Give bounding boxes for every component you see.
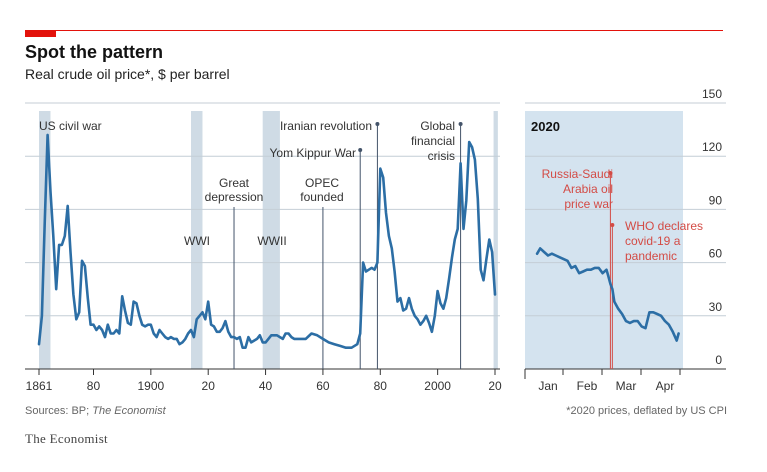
annotation-line: Great	[219, 176, 250, 190]
annotation-opec-founded: OPEC founded	[300, 176, 343, 204]
annotation-dot-yom-kippur-war	[358, 148, 363, 152]
y-tick-label: 0	[715, 353, 722, 367]
annotation-line: Global	[420, 119, 455, 133]
annotation-line: price war	[564, 197, 613, 211]
y-tick-label: 120	[702, 140, 722, 154]
x-tick-label: 80	[374, 379, 388, 393]
publication-brand: The Economist	[25, 431, 108, 446]
panel-2020-title: 2020	[531, 119, 560, 134]
series-line-historical	[37, 133, 497, 349]
x-tick-label: 1861	[26, 379, 53, 393]
sources-text: Sources: BP;	[25, 405, 93, 417]
x-tick-label: 20	[488, 379, 502, 393]
annotation-global-financial-crisis: Global financial crisis	[411, 119, 455, 163]
x-tick-label: 2000	[424, 379, 451, 393]
annotation-line: Iranian revolution	[280, 119, 372, 133]
annotation-dot-global-financial-crisis	[458, 122, 463, 126]
y-tick-label: 150	[702, 87, 722, 101]
y-tick-label: 30	[709, 300, 723, 314]
annotation-line: covid-19 a	[625, 234, 681, 248]
annotation-dot-russia-saudi-arabia-oil-price-war	[608, 171, 613, 175]
shaded-period-wwii	[262, 111, 280, 369]
top-rule	[25, 30, 723, 31]
x-tick-label-2020: Apr	[656, 379, 675, 393]
annotation-great-depression: Great depression	[205, 176, 264, 204]
x-tick-label-2020: Feb	[577, 379, 598, 393]
x-tick-label-2020: Mar	[616, 379, 637, 393]
annotation-line: OPEC	[305, 176, 339, 190]
annotation-line: Arabia oil	[563, 182, 613, 196]
annotation-line: Yom Kippur War	[270, 146, 356, 160]
x-tick-label: 80	[87, 379, 101, 393]
x-tick-label: 60	[316, 379, 330, 393]
period-label-wwi: WWI	[184, 234, 210, 248]
annotation-line: financial	[411, 134, 455, 148]
x-tick-label-2020: Jan	[538, 379, 557, 393]
x-tick-label: 1900	[137, 379, 164, 393]
annotation-line: crisis	[428, 149, 455, 163]
annotation-line: Russia-Saudi	[542, 167, 613, 181]
chart-title: Spot the pattern	[25, 42, 163, 62]
annotation-dot-who-declares-covid-19-a-pandemic	[610, 223, 615, 227]
panel-2020-background	[525, 111, 683, 369]
shaded-period-recent	[493, 111, 498, 369]
annotation-who-declares-covid-19-a-pandemic: WHO declares covid-19 a pandemic	[625, 219, 703, 263]
annotation-dot-iranian-revolution	[375, 122, 380, 126]
annotation-russia-saudi-arabia-oil-price-war: Russia-Saudi Arabia oil price war	[542, 167, 613, 211]
annotation-line: depression	[205, 190, 264, 204]
sources-italic: The Economist	[92, 405, 166, 417]
brand-accent-bar	[25, 31, 56, 37]
x-tick-label: 40	[259, 379, 273, 393]
annotation-line: pandemic	[625, 249, 677, 263]
sources-note: Sources: BP; The Economist	[25, 405, 166, 417]
period-label-us-civil-war: US civil war	[39, 119, 102, 133]
chart-subtitle: Real crude oil price*, $ per barrel	[25, 66, 230, 82]
y-tick-label: 60	[709, 247, 723, 261]
footnote: *2020 prices, deflated by US CPI	[566, 405, 727, 417]
y-tick-label: 90	[709, 193, 723, 207]
series-line-2020	[535, 247, 680, 342]
shaded-period-wwi	[191, 111, 203, 369]
annotation-yom-kippur-war: Yom Kippur War	[270, 146, 356, 160]
annotation-line: WHO declares	[625, 219, 703, 233]
annotation-line: founded	[300, 190, 343, 204]
annotation-iranian-revolution: Iranian revolution	[280, 119, 372, 133]
x-tick-label: 20	[202, 379, 216, 393]
period-label-wwii: WWII	[257, 234, 286, 248]
